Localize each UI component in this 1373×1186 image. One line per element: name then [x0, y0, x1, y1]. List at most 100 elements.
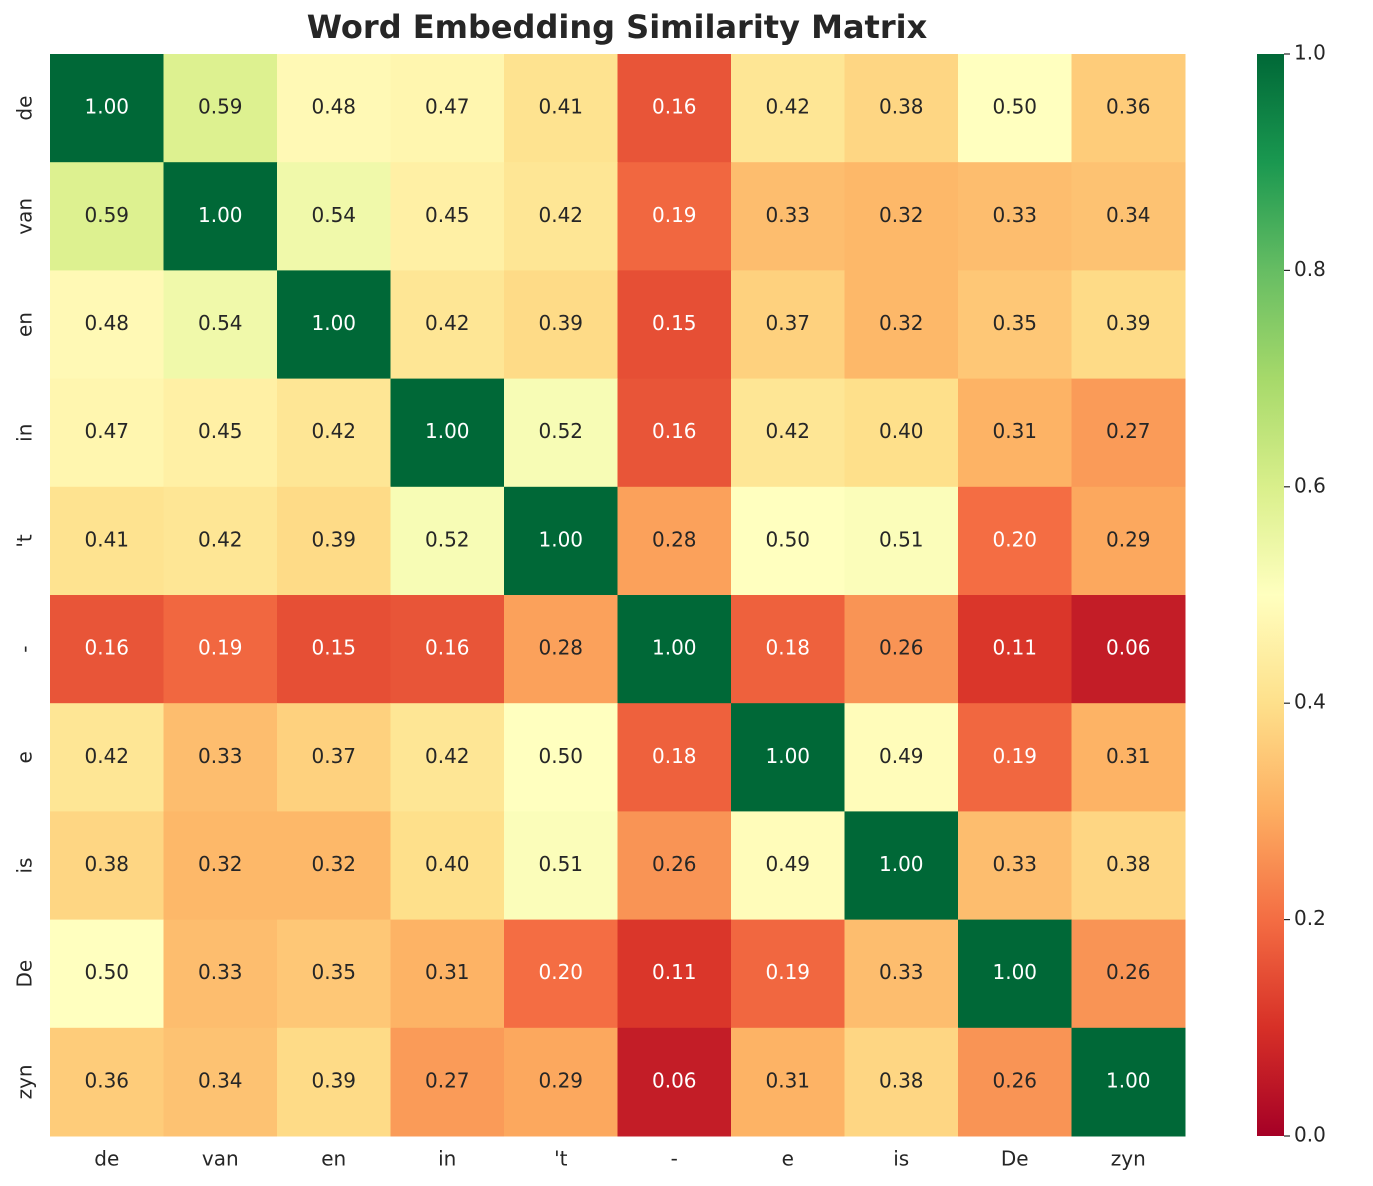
heatmap-cell [1071, 378, 1186, 488]
heatmap-cell [50, 486, 164, 596]
cell-label: 1.00 [765, 744, 810, 768]
cell-label: 0.42 [425, 744, 470, 768]
cell-label: 0.18 [765, 636, 810, 660]
heatmap-cell [50, 703, 164, 812]
heatmap-cell [277, 270, 391, 380]
cell-label: 0.19 [992, 744, 1037, 768]
cell-label: 0.29 [538, 1068, 583, 1092]
heatmap-cell [504, 162, 618, 271]
heatmap-cell [617, 378, 732, 488]
heatmap-cell [163, 270, 278, 380]
cell-label: 0.42 [198, 527, 243, 551]
heatmap-cell [958, 703, 1072, 812]
heatmap-cell [277, 811, 391, 921]
cell-label: 0.33 [198, 744, 243, 768]
cell-label: 0.50 [84, 960, 129, 984]
heatmap-cell [731, 919, 845, 1029]
heatmap-cell [277, 595, 391, 704]
cell-label: 0.39 [1106, 311, 1151, 335]
heatmap-cell [1071, 54, 1186, 163]
heatmap-cell [50, 595, 164, 704]
heatmap-cell [617, 54, 732, 163]
heatmap-cell [50, 378, 164, 488]
cell-label: 0.27 [1106, 419, 1151, 443]
y-tick-label: e [13, 751, 37, 763]
heatmap-cell [1071, 1027, 1186, 1137]
y-tick-label: zyn [13, 1064, 37, 1099]
y-tick-label: in [13, 424, 37, 442]
cell-label: 0.48 [311, 95, 356, 119]
cell-label: 0.41 [84, 527, 129, 551]
y-tick-label: de [13, 96, 37, 121]
cell-label: 0.42 [765, 419, 810, 443]
heatmap-cell [958, 1027, 1072, 1137]
cell-label: 0.19 [652, 203, 697, 227]
x-tick-label: De [1001, 1147, 1029, 1171]
colorbar-tick-label: 0.4 [1294, 690, 1326, 714]
heatmap-cell [844, 811, 959, 921]
cell-label: 0.38 [879, 1068, 924, 1092]
y-tick-label: is [13, 858, 37, 874]
heatmap-cell [390, 703, 505, 812]
cell-label: 0.11 [652, 960, 697, 984]
heatmap-cell [844, 703, 959, 812]
heatmap-cell [390, 811, 505, 921]
cell-label: 0.50 [992, 95, 1037, 119]
cell-label: 0.40 [879, 419, 924, 443]
colorbar [1257, 54, 1284, 1136]
cell-label: 0.26 [879, 636, 924, 660]
heatmap-cell [844, 378, 959, 488]
cell-label: 1.00 [992, 960, 1037, 984]
colorbar-tick-label: 0.2 [1294, 906, 1326, 930]
cell-label: 0.49 [765, 852, 810, 876]
cell-label: 1.00 [425, 419, 470, 443]
cell-label: 0.32 [879, 203, 924, 227]
cell-label: 1.00 [311, 311, 356, 335]
cell-label: 0.26 [652, 852, 697, 876]
y-tick-label: De [13, 960, 37, 988]
cell-label: 0.32 [198, 852, 243, 876]
heatmap-cell [163, 1027, 278, 1137]
heatmap-cell [617, 703, 732, 812]
heatmap-cell [617, 595, 732, 704]
heatmap-cell [504, 270, 618, 380]
cell-label: 0.42 [425, 311, 470, 335]
cell-label: 0.28 [538, 636, 583, 660]
cell-label: 0.15 [652, 311, 697, 335]
heatmap-cell [504, 486, 618, 596]
heatmap-cell [390, 378, 505, 488]
heatmap-cell [958, 919, 1072, 1029]
heatmap-cell [504, 919, 618, 1029]
heatmap-cell [958, 162, 1072, 271]
cell-label: 0.32 [311, 852, 356, 876]
heatmap-cell [958, 270, 1072, 380]
heatmap-cell [390, 919, 505, 1029]
cell-label: 0.37 [311, 744, 356, 768]
cell-label: 0.26 [1106, 960, 1151, 984]
cell-label: 0.33 [198, 960, 243, 984]
heatmap-cell [1071, 811, 1186, 921]
cell-label: 0.16 [425, 636, 470, 660]
cell-label: 0.27 [425, 1068, 470, 1092]
cell-label: 0.38 [1106, 852, 1151, 876]
heatmap-cell [731, 595, 845, 704]
heatmap-cell [277, 919, 391, 1029]
heatmap-cell [504, 378, 618, 488]
cell-label: 1.00 [538, 527, 583, 551]
x-tick-label: en [321, 1147, 346, 1171]
cell-label: 0.54 [311, 203, 356, 227]
colorbar-tick-label: 0.6 [1294, 473, 1326, 497]
heatmap-cell [617, 811, 732, 921]
heatmap-cell [958, 486, 1072, 596]
heatmap-cell [50, 162, 164, 271]
heatmap-cell [390, 54, 505, 163]
heatmap-cell [504, 1027, 618, 1137]
cell-label: 0.34 [1106, 203, 1151, 227]
cell-label: 0.50 [538, 744, 583, 768]
heatmap-cell [504, 811, 618, 921]
cell-label: 0.47 [84, 419, 129, 443]
heatmap-cell [1071, 919, 1186, 1029]
heatmap-cell [731, 1027, 845, 1137]
cell-label: 0.51 [879, 527, 924, 551]
heatmap-cell [958, 378, 1072, 488]
